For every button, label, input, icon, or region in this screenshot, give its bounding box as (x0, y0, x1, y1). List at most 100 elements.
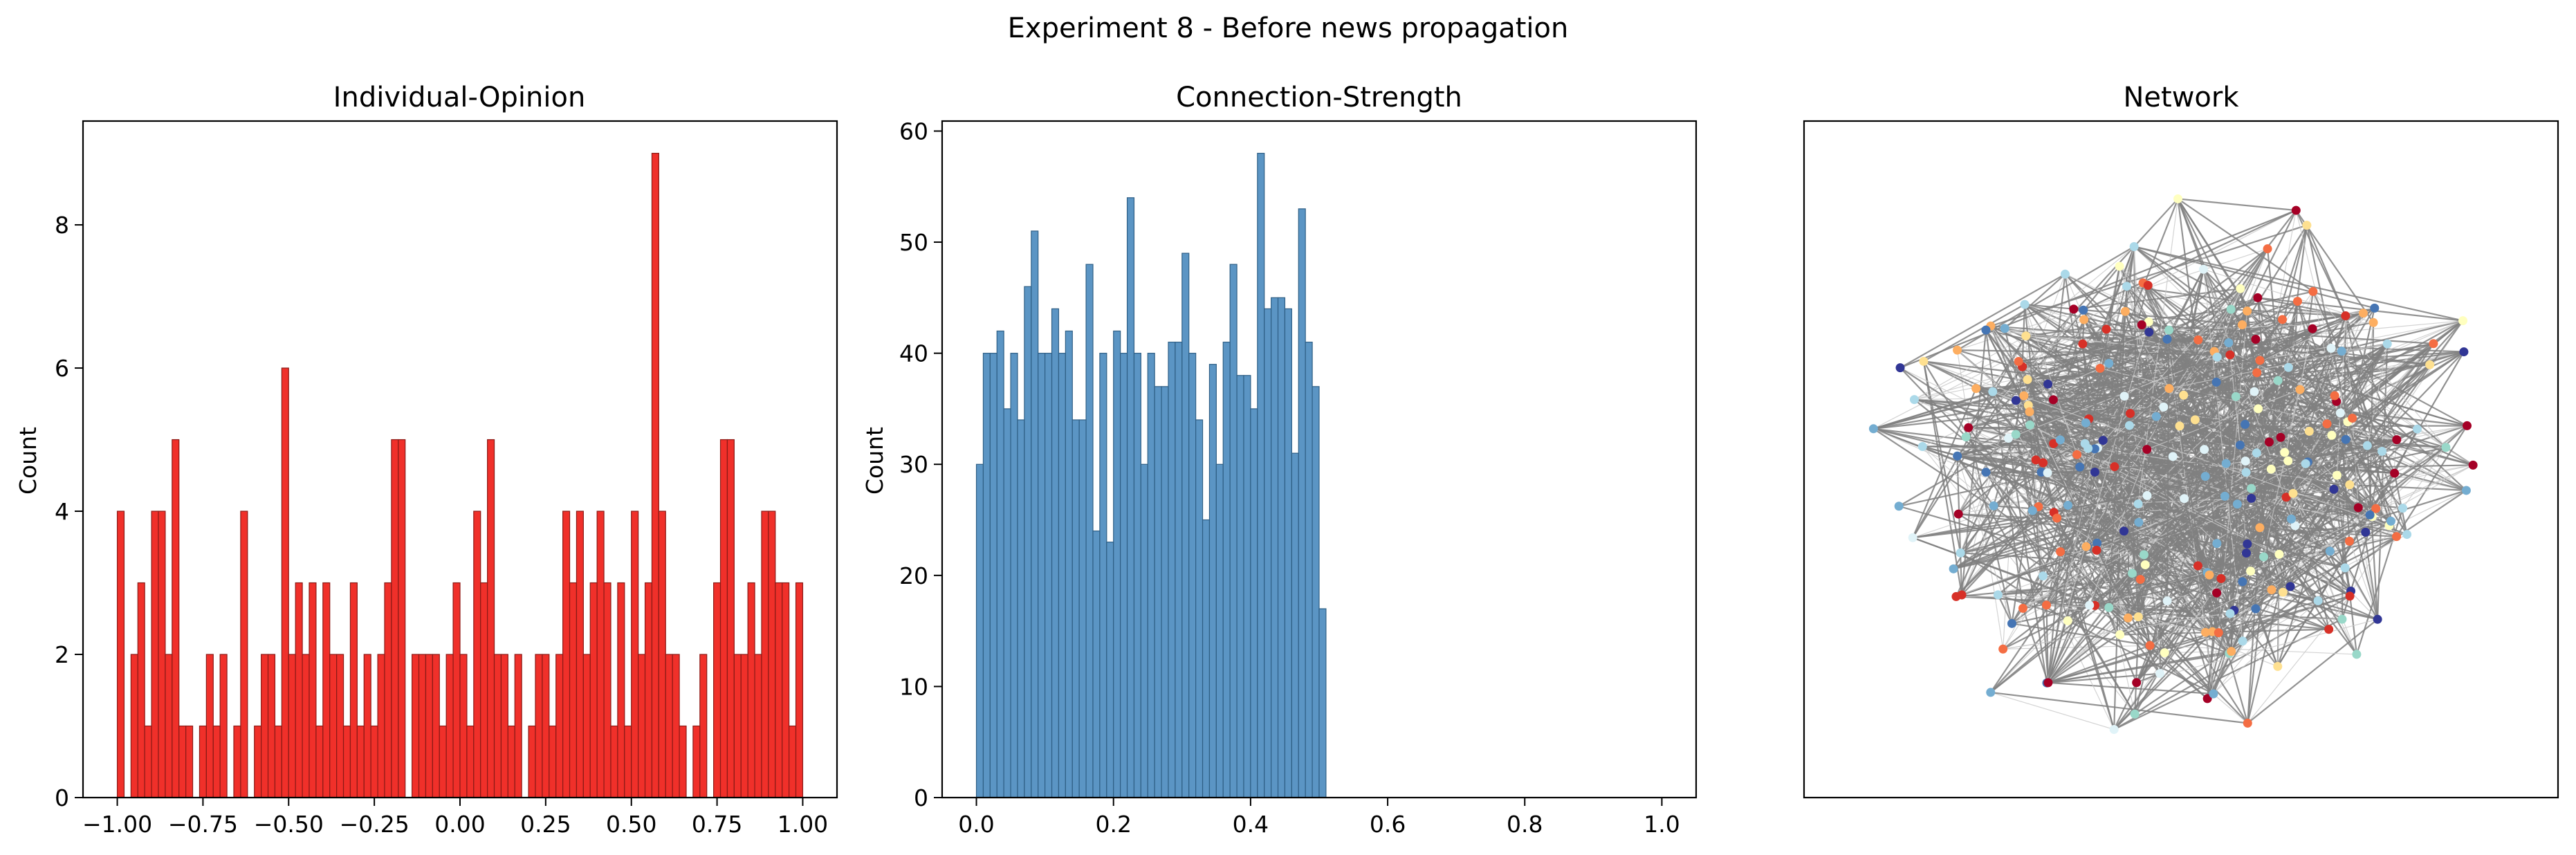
network-node (2214, 628, 2223, 638)
opinion-x-tick-label: 1.00 (778, 811, 828, 838)
opinion-bar (644, 582, 653, 798)
opinion-bar (768, 511, 776, 798)
network-edge (2281, 319, 2467, 491)
network-edge (2209, 574, 2319, 602)
network-edge (2119, 464, 2474, 636)
network-edge (2292, 493, 2343, 620)
network-node (2264, 437, 2274, 447)
network-edge (2203, 449, 2218, 544)
network-node (2358, 309, 2368, 318)
strength-bar (1175, 341, 1183, 798)
opinion-bar (665, 654, 673, 798)
network-edge (2113, 682, 2137, 730)
network-node (2458, 316, 2467, 326)
opinion-bar (699, 654, 708, 798)
network-edge (2178, 425, 2214, 632)
network-edge (2205, 446, 2447, 633)
network-node (1895, 363, 1905, 373)
opinion-histogram: Individual-Opinion −1.00 −0.75 −0.50 −0.25 0… (15, 82, 838, 838)
network-node (2000, 324, 2009, 333)
network-node (1961, 432, 1971, 442)
network-node (2283, 362, 2293, 372)
network-edge (2113, 632, 2207, 730)
network-edge (2312, 291, 2447, 448)
network-node (2052, 513, 2062, 523)
network-node (2255, 356, 2265, 365)
network-node (2251, 334, 2261, 344)
opinion-x-tick-label: 0.75 (692, 811, 742, 838)
network-edge (2048, 600, 2168, 683)
network-edge (2135, 574, 2210, 683)
network-node (2126, 409, 2135, 419)
network-node (2081, 418, 2090, 428)
opinion-bar (165, 654, 173, 798)
network-edge (2312, 291, 2378, 620)
opinion-bar (212, 725, 221, 798)
network-node (2151, 412, 2161, 421)
network-edge (2220, 543, 2248, 580)
network-edge (1873, 428, 2061, 553)
network-edge (2245, 423, 2382, 452)
network-node (2341, 311, 2350, 321)
strength-bar (1024, 286, 1032, 798)
strength-x-tick-label: 1.0 (1644, 811, 1680, 838)
network-edge (2113, 595, 2350, 730)
network-node (2055, 435, 2065, 445)
network-node (2243, 539, 2252, 549)
opinion-bar (719, 439, 728, 798)
network-node (2392, 532, 2402, 542)
network-edge (1922, 367, 2101, 448)
strength-x-tick-label: 0.0 (958, 811, 994, 838)
network-node (2134, 517, 2144, 527)
opinion-bar (178, 725, 187, 798)
network-node (1998, 644, 2008, 654)
strength-bar (996, 330, 1004, 798)
network-edge (1957, 349, 2016, 401)
network-edge (2207, 520, 2391, 573)
opinion-bar (302, 654, 310, 798)
network-node (2133, 612, 2143, 622)
network-edge (2108, 444, 2241, 608)
network-edge (1956, 455, 1963, 596)
network-node (2340, 563, 2350, 573)
network-node (2104, 358, 2114, 368)
opinion-bar (233, 725, 241, 798)
network-node (2333, 470, 2342, 480)
network-edge (1899, 273, 2066, 369)
network-node (2200, 445, 2209, 454)
opinion-bar (384, 582, 392, 798)
opinion-bar (569, 582, 578, 798)
network-edge (2263, 329, 2313, 558)
opinion-bar (274, 725, 282, 798)
network-node (2142, 445, 2152, 454)
network-edge (2216, 446, 2447, 594)
network-graph: Network (1803, 82, 2559, 799)
network-node (2326, 343, 2336, 353)
network-edge (2207, 210, 2297, 699)
network-edge (2333, 488, 2373, 517)
strength-bar (1243, 375, 1251, 798)
network-edge (1990, 325, 2391, 522)
network-node (2173, 194, 2183, 203)
strength-y-tick-label: 10 (899, 673, 928, 700)
network-edge (1899, 210, 2297, 369)
network-node (1908, 533, 1917, 542)
network-edge (2183, 351, 2215, 396)
opinion-bar (795, 582, 804, 798)
network-edge (2048, 681, 2214, 695)
network-node (2216, 573, 2226, 583)
network-edge (2225, 343, 2434, 464)
network-node (2273, 661, 2283, 671)
network-edge (2083, 319, 2280, 555)
opinion-bar (199, 725, 207, 798)
network-node (2224, 338, 2234, 347)
opinion-bar (425, 654, 433, 798)
strength-bar (1229, 264, 1238, 798)
opinion-bar (617, 582, 625, 798)
strength-bar (1277, 297, 1286, 798)
network-node (2083, 443, 2093, 453)
network-node (2308, 324, 2317, 333)
network-node (2329, 484, 2339, 494)
network-node (2124, 421, 2134, 430)
opinion-bar (398, 439, 406, 798)
